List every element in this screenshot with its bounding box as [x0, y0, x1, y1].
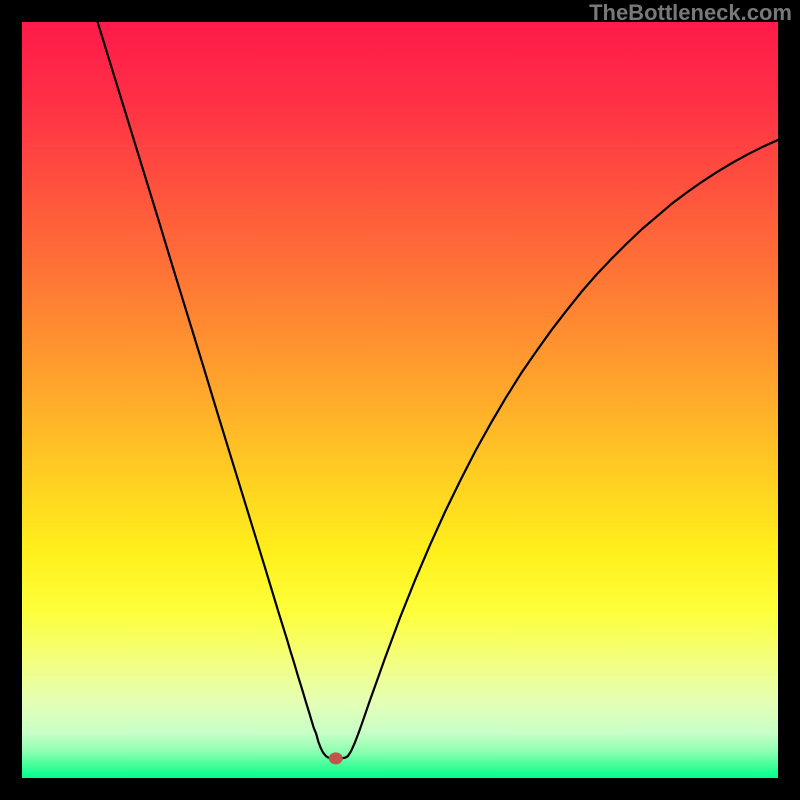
- vertex-marker: [329, 752, 343, 764]
- chart-container: TheBottleneck.com: [0, 0, 800, 800]
- plot-background: [22, 22, 778, 778]
- bottleneck-chart: [0, 0, 800, 800]
- watermark-text: TheBottleneck.com: [589, 0, 792, 26]
